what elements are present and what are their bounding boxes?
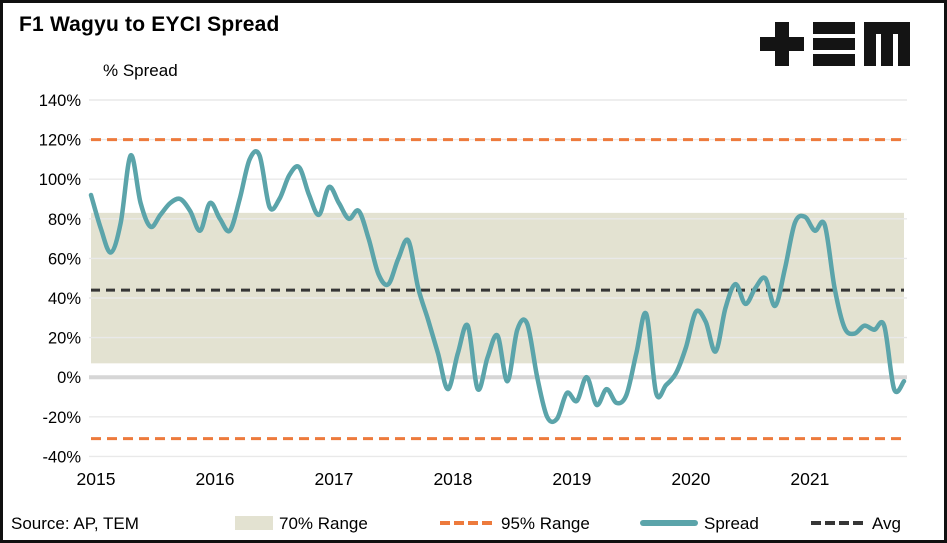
x-axis-label: 2016 [196, 469, 235, 489]
70-range-swatch [235, 516, 273, 530]
y-axis-label: -40% [42, 448, 81, 466]
95-range-swatch [440, 514, 496, 532]
spread-chart-plot: 140% 120% 100% 80% 60% 40% 20% 0% -20% -40% 2015 20… [39, 92, 907, 489]
source-note: Source: AP, TEM [11, 514, 139, 533]
x-axis-label: 2020 [671, 469, 710, 489]
chart-title: F1 Wagyu to EYCI Spread [19, 13, 280, 36]
y-axis-title: % Spread [103, 61, 178, 80]
tem-logo [760, 22, 910, 66]
legend-item-95-range: 95% Range [440, 514, 590, 536]
y-axis-label: 0% [57, 369, 81, 387]
chart-footer: Source: AP, TEM 70% Range 95% Range Spre… [3, 506, 947, 543]
x-axis-label: 2021 [790, 469, 829, 489]
x-axis-label: 2019 [552, 469, 591, 489]
y-axis-label: 100% [39, 171, 82, 189]
y-axis-label: 140% [39, 92, 82, 110]
legend-item-70-range: 70% Range [235, 514, 368, 536]
x-axis-label: 2018 [433, 469, 472, 489]
spread-line [88, 149, 907, 425]
legend-label-spread: Spread [704, 514, 759, 533]
y-axis-label: 80% [48, 211, 81, 229]
y-axis-label: 20% [48, 330, 81, 348]
x-axis-label: 2017 [314, 469, 353, 489]
legend-label-95-range: 95% Range [501, 514, 590, 533]
spread-swatch [640, 520, 698, 526]
y-axis-label: 40% [48, 290, 81, 308]
avg-swatch [811, 514, 867, 532]
legend-item-avg: Avg [811, 514, 901, 536]
legend-item-spread: Spread [640, 514, 759, 536]
y-axis-label: 60% [48, 250, 81, 268]
y-axis-label: 120% [39, 132, 82, 150]
y-axis-label: -20% [42, 409, 81, 427]
x-axis-label: 2015 [77, 469, 116, 489]
legend-label-70-range: 70% Range [279, 514, 368, 533]
legend-label-avg: Avg [872, 514, 901, 533]
